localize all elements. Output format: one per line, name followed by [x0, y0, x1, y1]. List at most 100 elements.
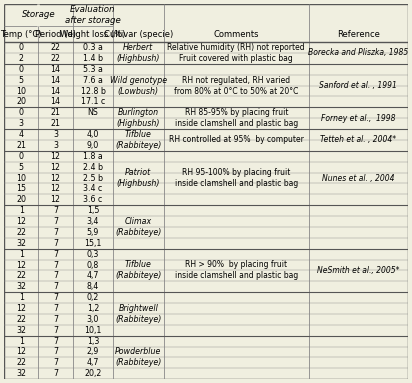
- Text: 12: 12: [16, 304, 26, 313]
- Text: Temp (°C): Temp (°C): [0, 30, 42, 39]
- Text: 21: 21: [16, 141, 26, 150]
- Text: 0: 0: [19, 43, 24, 52]
- Text: 3: 3: [19, 119, 24, 128]
- Text: 10: 10: [16, 87, 26, 95]
- Text: Borecka and Pliszka, 1985: Borecka and Pliszka, 1985: [308, 49, 409, 57]
- Text: 2,9: 2,9: [87, 347, 99, 357]
- Text: 7: 7: [53, 239, 58, 248]
- Text: 12: 12: [51, 163, 61, 172]
- Text: Tifblue
(Rabbiteye): Tifblue (Rabbiteye): [115, 130, 162, 150]
- Text: 32: 32: [16, 282, 26, 291]
- Text: 4: 4: [19, 130, 24, 139]
- Text: RH not regulated, RH varied
from 80% at 0°C to 50% at 20°C: RH not regulated, RH varied from 80% at …: [174, 75, 298, 96]
- Text: Wild genotype
(Lowbush): Wild genotype (Lowbush): [110, 75, 167, 96]
- Text: Storage: Storage: [21, 10, 55, 19]
- Text: 3.4 c: 3.4 c: [83, 184, 103, 193]
- Text: 4,7: 4,7: [87, 272, 99, 280]
- Text: RH 95-100% by placing fruit
inside clamshell and plastic bag: RH 95-100% by placing fruit inside clams…: [175, 168, 298, 188]
- Text: 14: 14: [51, 97, 61, 106]
- Text: 12: 12: [51, 184, 61, 193]
- Text: 7: 7: [53, 217, 58, 226]
- Text: 32: 32: [16, 369, 26, 378]
- Text: NS: NS: [87, 108, 98, 117]
- Text: 2.4 b: 2.4 b: [83, 163, 103, 172]
- Text: Patriot
(Highbush): Patriot (Highbush): [117, 168, 160, 188]
- Text: 1,2: 1,2: [87, 304, 99, 313]
- Text: Nunes et al. , 2004: Nunes et al. , 2004: [322, 173, 395, 183]
- Text: 0: 0: [19, 65, 24, 74]
- Text: Reference: Reference: [337, 30, 380, 39]
- Text: 3: 3: [53, 141, 58, 150]
- Text: Evaluation
after storage: Evaluation after storage: [65, 5, 121, 25]
- Text: 22: 22: [16, 358, 26, 367]
- Text: Tifblue
(Rabbiteye): Tifblue (Rabbiteye): [115, 260, 162, 280]
- Text: 21: 21: [51, 108, 61, 117]
- Text: 4,7: 4,7: [87, 358, 99, 367]
- Text: 12: 12: [51, 173, 61, 183]
- Text: 1,5: 1,5: [87, 206, 99, 215]
- Text: 20,2: 20,2: [84, 369, 102, 378]
- Text: 20: 20: [16, 97, 26, 106]
- Text: 7: 7: [53, 293, 58, 302]
- Text: 7: 7: [53, 315, 58, 324]
- Text: 0,2: 0,2: [87, 293, 99, 302]
- Text: Weight loss (%): Weight loss (%): [60, 30, 126, 39]
- Text: 1: 1: [19, 293, 24, 302]
- Text: 0,3: 0,3: [87, 250, 99, 259]
- Text: 14: 14: [51, 76, 61, 85]
- Text: Comments: Comments: [213, 30, 259, 39]
- Text: 5,9: 5,9: [87, 228, 99, 237]
- Text: Relative humidity (RH) not reported
Fruit covered with plastic bag: Relative humidity (RH) not reported Frui…: [167, 43, 305, 63]
- Text: 12: 12: [51, 152, 61, 161]
- Text: 0: 0: [19, 152, 24, 161]
- Text: Cultivar (specie): Cultivar (specie): [104, 30, 173, 39]
- Text: Burlington
(Highbush): Burlington (Highbush): [117, 108, 160, 128]
- Text: NeSmith et al., 2005*: NeSmith et al., 2005*: [317, 266, 400, 275]
- Text: 1,3: 1,3: [87, 337, 99, 345]
- Text: 3,4: 3,4: [87, 217, 99, 226]
- Text: 1.8 a: 1.8 a: [83, 152, 103, 161]
- Text: 22: 22: [51, 43, 61, 52]
- Text: RH 85-95% by placing fruit
inside clamshell and plastic bag: RH 85-95% by placing fruit inside clamsh…: [175, 108, 298, 128]
- Text: 7.6 a: 7.6 a: [83, 76, 103, 85]
- Text: 5.3 a: 5.3 a: [83, 65, 103, 74]
- Text: 22: 22: [16, 315, 26, 324]
- Text: 10,1: 10,1: [84, 326, 102, 335]
- Text: 22: 22: [16, 228, 26, 237]
- Text: 2.5 b: 2.5 b: [83, 173, 103, 183]
- Text: 7: 7: [53, 272, 58, 280]
- Text: 2: 2: [19, 54, 24, 63]
- Text: 5: 5: [19, 76, 24, 85]
- Text: 7: 7: [53, 337, 58, 345]
- Text: 5: 5: [19, 163, 24, 172]
- Text: 1: 1: [19, 337, 24, 345]
- Text: 10: 10: [16, 173, 26, 183]
- Text: 22: 22: [16, 272, 26, 280]
- Text: 4,0: 4,0: [87, 130, 99, 139]
- Text: Climax
(Rabbiteye): Climax (Rabbiteye): [115, 217, 162, 237]
- Text: RH controlled at 95%  by computer: RH controlled at 95% by computer: [169, 136, 304, 144]
- Text: 0.3 a: 0.3 a: [83, 43, 103, 52]
- Text: 7: 7: [53, 260, 58, 270]
- Text: 7: 7: [53, 250, 58, 259]
- Text: 3,0: 3,0: [87, 315, 99, 324]
- Text: 14: 14: [51, 65, 61, 74]
- Text: 7: 7: [53, 369, 58, 378]
- Text: RH > 90%  by placing fruit
inside clamshell and plastic bag: RH > 90% by placing fruit inside clamshe…: [175, 260, 298, 280]
- Text: 12: 12: [16, 347, 26, 357]
- Text: Tetteh et al. , 2004*: Tetteh et al. , 2004*: [321, 136, 396, 144]
- Text: 1: 1: [19, 206, 24, 215]
- Text: 7: 7: [53, 326, 58, 335]
- Text: 32: 32: [16, 239, 26, 248]
- Text: Herbert
(Highbush): Herbert (Highbush): [117, 43, 160, 63]
- Text: 21: 21: [51, 119, 61, 128]
- Text: 17.1 c: 17.1 c: [81, 97, 105, 106]
- Text: 0,8: 0,8: [87, 260, 99, 270]
- Text: 7: 7: [53, 206, 58, 215]
- Text: 7: 7: [53, 228, 58, 237]
- Text: 15,1: 15,1: [84, 239, 102, 248]
- Text: 3.6 c: 3.6 c: [83, 195, 103, 204]
- Text: 15: 15: [16, 184, 26, 193]
- Text: 9,0: 9,0: [87, 141, 99, 150]
- Text: Brightwell
(Rabbiteye): Brightwell (Rabbiteye): [115, 304, 162, 324]
